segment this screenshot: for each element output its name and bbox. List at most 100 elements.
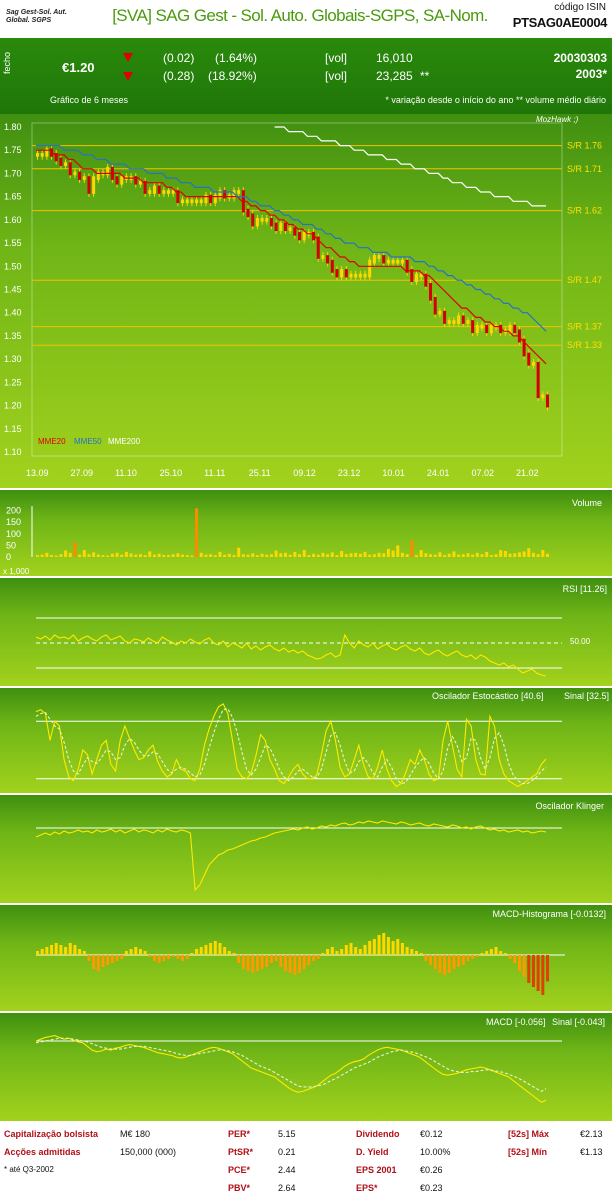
histogram-bar: [522, 955, 526, 977]
volume-bar: [87, 554, 91, 557]
candle: [176, 190, 180, 204]
candle: [171, 190, 175, 194]
histogram-bar: [167, 955, 171, 959]
y-tick-label: 1.80: [4, 122, 22, 132]
volume-bar: [92, 552, 96, 557]
volume-bar: [466, 553, 470, 557]
candle: [78, 171, 82, 180]
volume-bar: [134, 554, 138, 557]
sr-label: S/R 1.71: [567, 164, 602, 174]
stochastic-title: Oscilador Estocástico [40.6]: [432, 691, 544, 701]
y-tick-label: 200: [6, 506, 21, 516]
volume-bar: [391, 550, 395, 557]
candle: [522, 338, 526, 357]
histogram-bar: [475, 955, 479, 957]
volume-bar: [129, 553, 133, 557]
x-tick-label: 09.12: [293, 468, 316, 478]
histogram-bar: [87, 955, 91, 961]
stochastic-chart-svg: [35, 703, 562, 788]
histogram-bar: [68, 943, 72, 955]
macd-histogram-title: MACD-Histograma [-0.0132]: [492, 909, 606, 919]
candle: [185, 199, 189, 204]
candle: [419, 273, 423, 278]
histogram-bar: [40, 949, 44, 955]
macd-title: MACD [-0.056]: [486, 1017, 546, 1027]
max52-value: €2.13: [580, 1129, 603, 1139]
histogram-bar: [335, 951, 339, 955]
volume-bar: [316, 554, 320, 557]
histogram-bar: [59, 945, 63, 955]
candle: [157, 185, 161, 194]
down-arrow-icon: [123, 72, 133, 81]
candle: [223, 190, 227, 199]
histogram-bar: [148, 955, 152, 957]
volume-bar: [513, 553, 517, 557]
volume-avg-mark: **: [420, 69, 430, 83]
watermark: MozHawk ;): [536, 115, 579, 124]
volume-bar: [410, 540, 414, 557]
candle: [92, 176, 96, 194]
indicator-line: [35, 1035, 547, 1103]
volume-bar: [283, 552, 287, 557]
volume-bar: [120, 554, 124, 557]
volume-bar: [494, 554, 498, 557]
histogram-bar: [190, 953, 194, 955]
histogram-bar: [494, 947, 498, 955]
candle: [218, 190, 222, 199]
histogram-bar: [195, 949, 199, 955]
candle: [349, 273, 353, 278]
volume-bar: [124, 551, 128, 557]
volume-bar: [536, 554, 540, 557]
min52-label: [52s] Mín: [508, 1147, 548, 1157]
volume-bar: [274, 550, 278, 557]
volume-bar: [251, 553, 255, 557]
legend-mme200: MME200: [108, 437, 141, 446]
candle: [531, 361, 535, 366]
volume-bar: [312, 553, 316, 557]
volume-bar: [433, 554, 437, 557]
candle: [213, 194, 217, 204]
volume-bar: [185, 555, 189, 557]
volume-bar: [447, 553, 451, 557]
volume-bar: [167, 555, 171, 557]
candle: [54, 153, 58, 162]
volume-bar: [330, 552, 334, 557]
macd-signal: Sinal [-0.043]: [552, 1017, 606, 1027]
histogram-bar: [307, 955, 311, 965]
candle: [152, 185, 156, 194]
candle: [508, 324, 512, 334]
volume-bar: [176, 553, 180, 557]
histogram-bar: [485, 951, 489, 955]
candle: [330, 259, 334, 273]
histogram-bar: [157, 955, 161, 963]
volume-bar: [213, 555, 217, 557]
volume-bar: [358, 553, 362, 557]
histogram-bar: [531, 955, 535, 987]
candle: [82, 176, 86, 180]
quote-panel: fecho €1.20 (0.02) (1.64%) (0.28) (18.92…: [0, 38, 612, 114]
eps-label: EPS*: [356, 1183, 378, 1193]
isin-code: PTSAG0AE0004: [512, 15, 608, 30]
fecho-label: fecho: [2, 51, 12, 74]
volume-unit: x 1,000: [3, 567, 30, 576]
candle: [466, 320, 470, 324]
histogram-bar: [330, 947, 334, 955]
last-price: €1.20: [62, 60, 95, 75]
candle: [489, 324, 493, 334]
legend-mme20: MME20: [38, 437, 66, 446]
x-tick-label: 10.01: [382, 468, 405, 478]
candle: [279, 222, 283, 231]
volume-chart: 200 150 100 50 0 Volume x 1,000: [0, 490, 612, 576]
histogram-bar: [138, 949, 142, 955]
histogram-bar: [110, 955, 114, 963]
volume-bar: [218, 551, 222, 557]
ptsr-value: 0.21: [278, 1147, 296, 1157]
candle: [513, 324, 517, 334]
change-day: (0.02): [163, 51, 195, 65]
volume-bar: [36, 555, 39, 557]
histogram-bar: [368, 941, 372, 955]
klinger-chart-svg: [35, 820, 562, 892]
volume-bar: [138, 554, 142, 557]
candle: [40, 153, 44, 157]
volume-bar: [386, 548, 390, 557]
